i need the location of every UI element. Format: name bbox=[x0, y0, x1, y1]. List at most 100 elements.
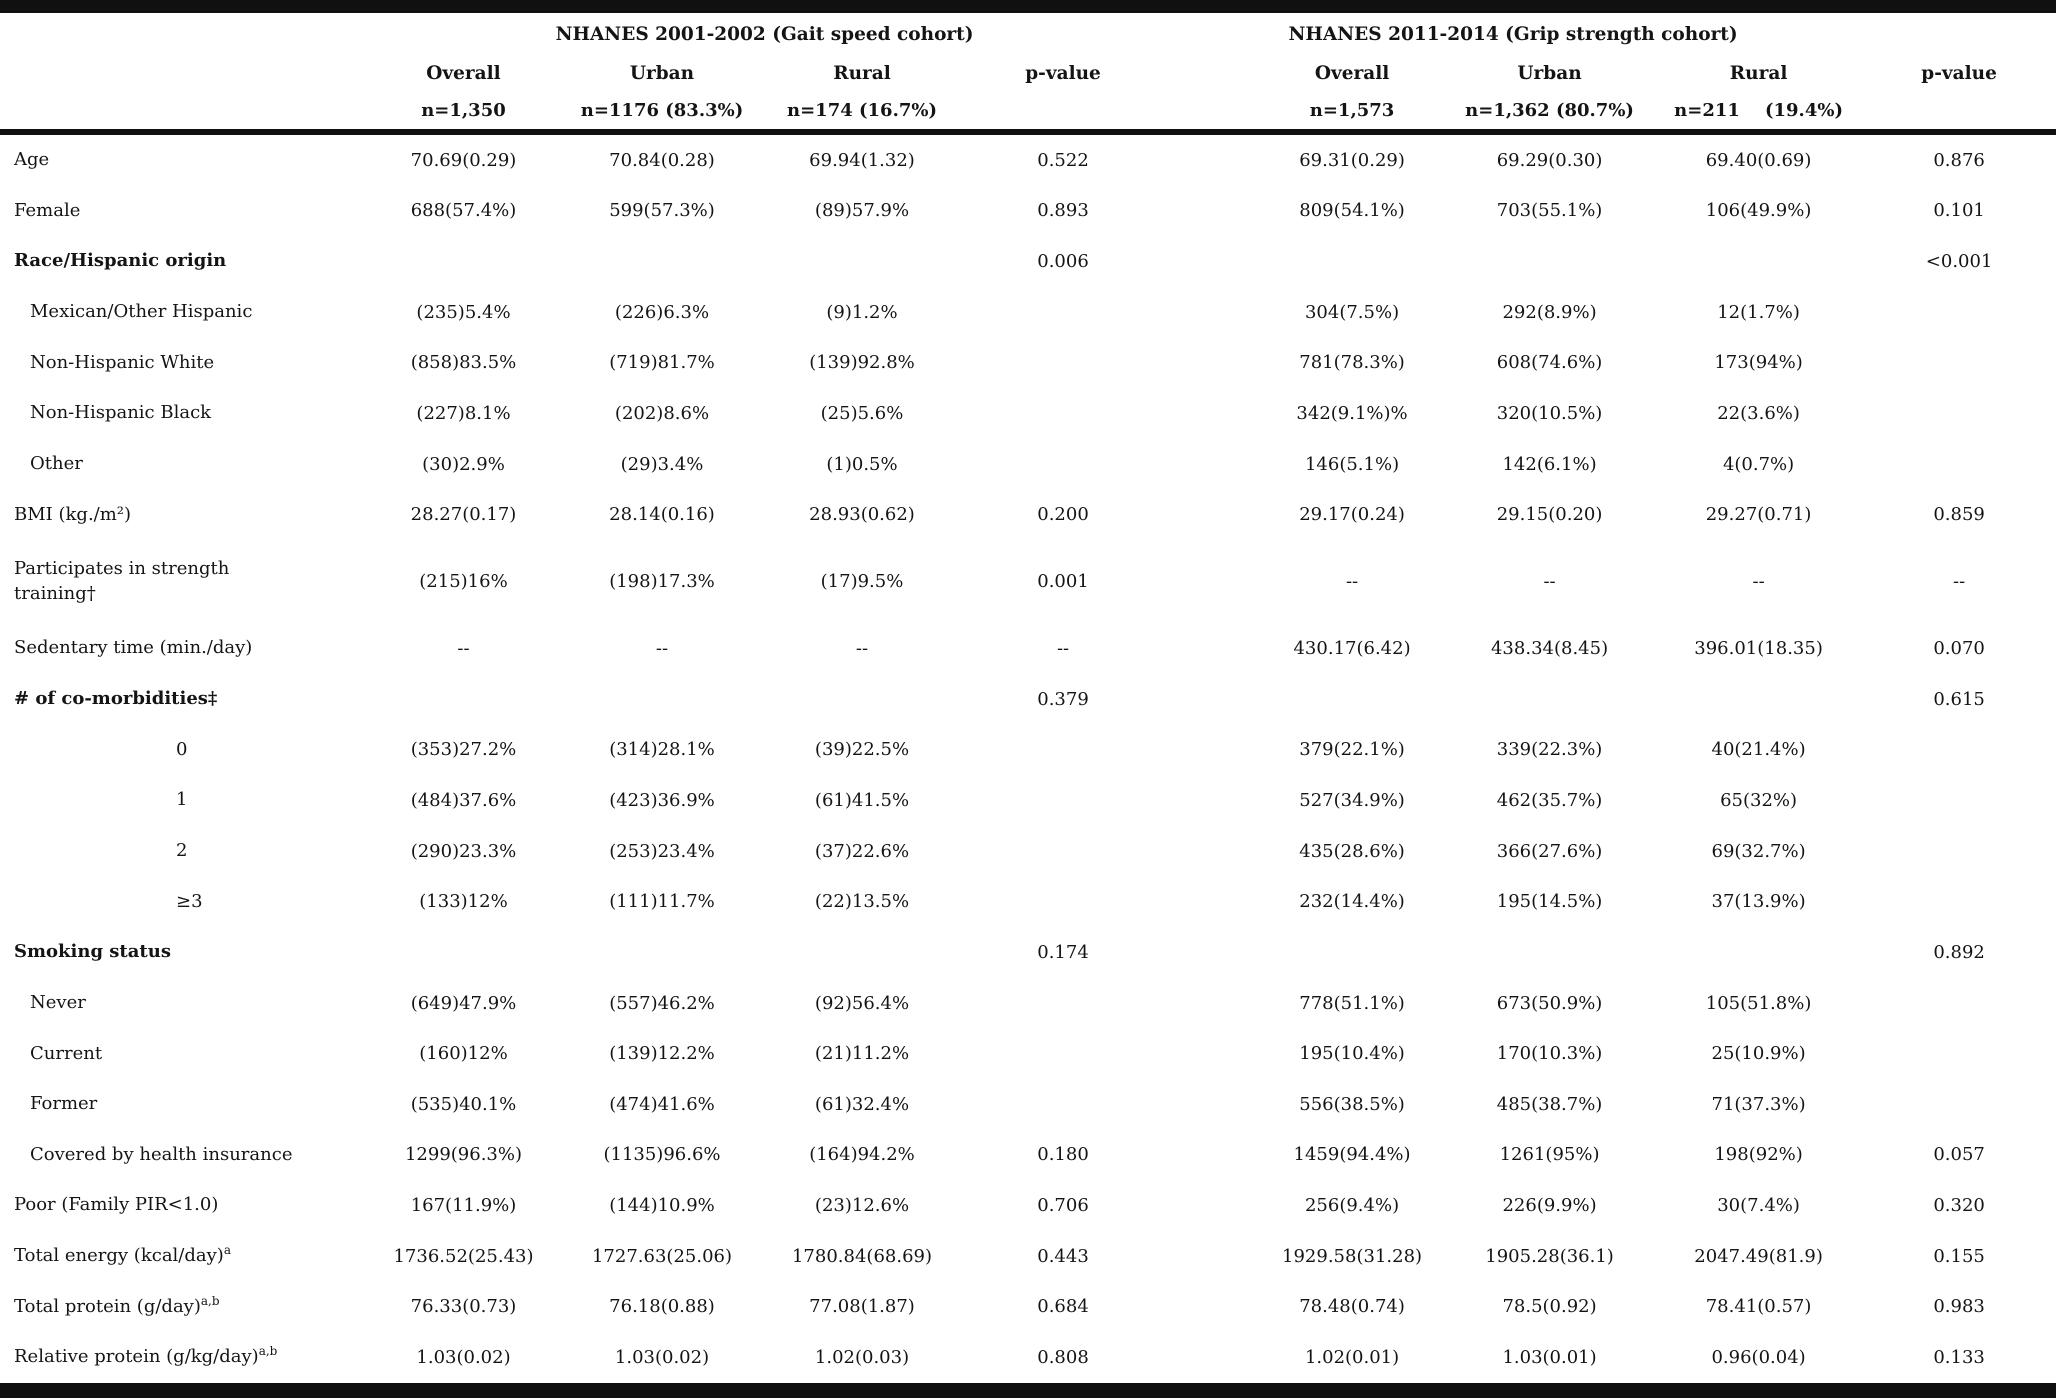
cell-value bbox=[962, 775, 1164, 826]
spacer-cell bbox=[1164, 826, 1260, 877]
cell-value: 78.5(0.92) bbox=[1502, 1296, 1597, 1318]
cell-value: 781(78.3%) bbox=[1299, 352, 1405, 374]
cell-value: 69(32.7%) bbox=[1711, 840, 1806, 862]
cell-value bbox=[962, 826, 1164, 877]
row-label: ≥3 bbox=[176, 890, 203, 912]
spacer-cell bbox=[1164, 1180, 1260, 1231]
cell-value bbox=[365, 236, 562, 287]
cell-value bbox=[762, 927, 962, 978]
cell-value: 0.133 bbox=[1933, 1347, 1985, 1369]
cell-value bbox=[762, 236, 962, 287]
footnote-marker: a,b bbox=[258, 1344, 278, 1359]
cell-value: (61)41.5% bbox=[814, 789, 910, 811]
table-row: BMI (kg./m²) 28.27(0.17) 28.14(0.16) 28.93(… bbox=[0, 490, 2056, 541]
cell-value: 28.14(0.16) bbox=[609, 504, 715, 526]
cell-value: (858)83.5% bbox=[410, 352, 517, 374]
spacer-cell bbox=[1164, 236, 1260, 287]
cell-value: 65(32%) bbox=[1720, 789, 1798, 811]
cell-value bbox=[1260, 236, 1444, 287]
row-label: Poor (Family PIR<1.0) bbox=[14, 1194, 219, 1216]
table-row: Non-Hispanic White (858)83.5% (719)81.7% (1… bbox=[0, 338, 2056, 389]
cell-value: -- bbox=[1543, 571, 1556, 593]
cell-value: 167(11.9%) bbox=[410, 1195, 517, 1217]
cell-value: (23)12.6% bbox=[814, 1195, 910, 1217]
row-label: 1 bbox=[176, 789, 188, 811]
cohort-2-title: NHANES 2011-2014 (Grip strength cohort) bbox=[1288, 23, 1738, 45]
cell-value bbox=[1862, 978, 2056, 1029]
cell-value: 256(9.4%) bbox=[1304, 1195, 1400, 1217]
col-rural-2: Rural bbox=[1729, 62, 1788, 84]
cell-value: 1.03(0.02) bbox=[614, 1347, 710, 1369]
cell-value bbox=[1862, 338, 2056, 389]
table-row: Former (535)40.1% (474)41.6% (61)32.4% 556(3… bbox=[0, 1079, 2056, 1130]
cell-value: 71(37.3%) bbox=[1711, 1093, 1806, 1115]
cohort-1-title: NHANES 2001-2002 (Gait speed cohort) bbox=[555, 23, 974, 45]
col-overall-2: Overall bbox=[1314, 62, 1390, 84]
table-row: Non-Hispanic Black (227)8.1% (202)8.6% (25)… bbox=[0, 388, 2056, 439]
cell-value: (30)2.9% bbox=[422, 453, 505, 475]
cell-value: 142(6.1%) bbox=[1502, 453, 1597, 475]
cell-value: (164)94.2% bbox=[809, 1144, 915, 1166]
row-label: Total energy (kcal/day)a bbox=[14, 1243, 231, 1267]
row-label: Race/Hispanic origin bbox=[14, 250, 227, 272]
cell-value: 673(50.9%) bbox=[1496, 992, 1603, 1014]
cell-value: (29)3.4% bbox=[620, 453, 704, 475]
spacer-cell bbox=[1862, 13, 2056, 55]
cell-value: 0.006 bbox=[1037, 251, 1089, 273]
spacer-cell bbox=[1164, 876, 1260, 927]
cell-value bbox=[562, 236, 762, 287]
cell-value: (423)36.9% bbox=[609, 789, 715, 811]
row-label: Former bbox=[30, 1093, 98, 1115]
cell-value: 0.876 bbox=[1933, 149, 1985, 171]
table-row: Female 688(57.4%) 599(57.3%) (89)57.9% 0.893… bbox=[0, 186, 2056, 237]
cell-value: (133)12% bbox=[419, 891, 508, 913]
n-rural-2: n=211 (19.4%) bbox=[1655, 91, 1863, 135]
cell-value: 430.17(6.42) bbox=[1293, 638, 1411, 660]
cell-value: -- bbox=[1953, 571, 1966, 593]
cell-value: 0.96(0.04) bbox=[1711, 1347, 1806, 1369]
cell-value: 608(74.6%) bbox=[1496, 352, 1603, 374]
n-overall-2: n=1,573 bbox=[1260, 91, 1445, 135]
spacer-cell bbox=[1164, 1231, 1260, 1282]
table-row: Never (649)47.9% (557)46.2% (92)56.4% 778(51… bbox=[0, 978, 2056, 1029]
sample-size-row: n=1,350 n=1176 (83.3%) n=174 (16.7%) n=1… bbox=[0, 91, 2056, 135]
cell-value: (353)27.2% bbox=[410, 739, 517, 761]
cell-value: (139)12.2% bbox=[609, 1043, 715, 1065]
cell-value: (111)11.7% bbox=[609, 891, 715, 913]
row-label: Age bbox=[14, 149, 50, 171]
cell-value: 70.84(0.28) bbox=[609, 149, 715, 171]
cell-value: 40(21.4%) bbox=[1711, 739, 1806, 761]
n-pvalue-1 bbox=[962, 91, 1165, 135]
table-header: NHANES 2001-2002 (Gait speed cohort) NHA… bbox=[0, 13, 2056, 135]
cell-value: 0.983 bbox=[1933, 1296, 1985, 1318]
cell-value: 0.101 bbox=[1933, 200, 1985, 222]
cell-value bbox=[1260, 927, 1444, 978]
table-top-rule bbox=[0, 0, 2056, 13]
row-label: # of co-morbidities‡ bbox=[14, 688, 218, 710]
cell-value: 22(3.6%) bbox=[1717, 403, 1800, 425]
table-body: Age 70.69(0.29) 70.84(0.28) 69.94(1.32) 0.52… bbox=[0, 132, 2056, 1383]
cell-value bbox=[962, 978, 1164, 1029]
table-row: Current (160)12% (139)12.2% (21)11.2% 195(10… bbox=[0, 1028, 2056, 1079]
cell-value: 198(92%) bbox=[1714, 1144, 1803, 1166]
row-label: 2 bbox=[176, 839, 188, 861]
table-row: Race/Hispanic origin 0.006 <0.001 bbox=[0, 236, 2056, 287]
cell-value: 703(55.1%) bbox=[1496, 200, 1603, 222]
cell-value: (719)81.7% bbox=[609, 352, 715, 374]
cell-value bbox=[1655, 236, 1862, 287]
row-label: BMI (kg./m²) bbox=[14, 503, 132, 525]
cell-value: (22)13.5% bbox=[814, 891, 910, 913]
cell-value: 1905.28(36.1) bbox=[1485, 1245, 1614, 1267]
row-label: Covered by health insurance bbox=[30, 1143, 293, 1165]
cell-value: 78.48(0.74) bbox=[1299, 1296, 1405, 1318]
cell-value bbox=[365, 674, 562, 725]
cell-value: (314)28.1% bbox=[609, 739, 715, 761]
cell-value: 1.02(0.01) bbox=[1304, 1347, 1400, 1369]
cell-value: 379(22.1%) bbox=[1299, 739, 1405, 761]
cell-value: 173(94%) bbox=[1714, 352, 1803, 374]
cell-value: 0.001 bbox=[1037, 571, 1089, 593]
cell-value: 69.29(0.30) bbox=[1496, 149, 1603, 171]
cell-value: 1.03(0.02) bbox=[416, 1347, 511, 1369]
cell-value: 1780.84(68.69) bbox=[791, 1245, 932, 1267]
cell-value: 485(38.7%) bbox=[1496, 1093, 1603, 1115]
